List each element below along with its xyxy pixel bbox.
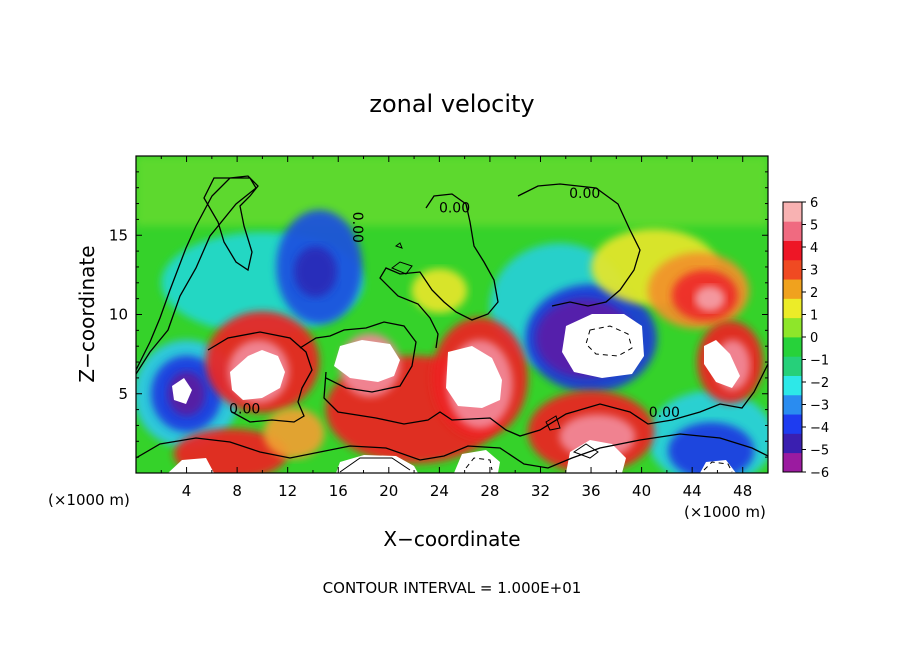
dashed-contour-bottom-far-right (703, 461, 733, 473)
x-tick-label-11: 48 (733, 482, 752, 500)
field-core-bottom-far-right (700, 460, 736, 473)
contour-label-0: 0.00 (349, 212, 365, 243)
colorbar-swatch-7 (783, 317, 802, 338)
colorbar-swatch-0 (783, 452, 802, 473)
field-core-bottom-mid (454, 450, 500, 473)
zero-contour-main (136, 175, 259, 375)
contour-label-2: 0.00 (569, 186, 600, 202)
zero-contour-bottom (136, 433, 768, 469)
colorbar-swatch-10 (783, 259, 802, 280)
colorbar-label-1: 5 (810, 219, 818, 234)
colorbar: 6 5 4 3 2 1 0 −1 −2 −3 −4 −5 −6 (782, 196, 829, 481)
y-tick-label-0: 5 (118, 385, 128, 403)
thin-contour-bottom-center (339, 457, 411, 473)
colorbar-swatch-2 (783, 414, 802, 434)
zero-contour-ring-low (207, 331, 313, 423)
colorbar-swatch-8 (783, 298, 802, 319)
colorbar-label-2: 4 (810, 241, 818, 256)
zero-contour-upper-right (517, 183, 641, 307)
colorbar-swatch-4 (783, 375, 802, 396)
y-axis-ticks: 5 10 15 (109, 171, 768, 458)
x-tick-label-3: 16 (329, 482, 348, 500)
contour-label-3: 0.00 (229, 402, 260, 418)
x-tick-label-5: 24 (430, 482, 449, 500)
x-tick-label-2: 12 (278, 482, 297, 500)
colorbar-label-5: 1 (810, 309, 818, 324)
field-core-right-lobe (704, 340, 740, 388)
y-tick-label-1: 10 (109, 306, 128, 324)
contour-lines (136, 175, 768, 473)
field-core-right (562, 314, 644, 378)
colorbar-swatch-6 (783, 337, 802, 357)
x-tick-label-7: 32 (531, 482, 550, 500)
chart-title: zonal velocity (369, 90, 534, 118)
small-contour-a (391, 261, 413, 275)
colorbar-label-3: 3 (810, 264, 818, 279)
field-core-bottom-right (566, 440, 626, 473)
x-tick-label-10: 44 (683, 482, 702, 500)
x-axis-label: X−coordinate (383, 527, 520, 551)
colorbar-swatch-12 (783, 221, 802, 241)
zero-contour-left-lobe (299, 321, 417, 393)
colorbar-label-7: −1 (810, 354, 829, 369)
x-tick-label-1: 8 (232, 482, 242, 500)
x-tick-label-9: 40 (632, 482, 651, 500)
x-tick-label-8: 36 (581, 482, 600, 500)
velocity-field (136, 156, 768, 473)
x-tick-label-4: 20 (379, 482, 398, 500)
field-core-left (230, 350, 285, 400)
field-core-bottom-left (168, 458, 214, 473)
zero-contour-upper-center (379, 193, 499, 349)
y-tick-label-2: 15 (109, 226, 128, 244)
field-core-lower-left (172, 378, 192, 404)
contour-interval-note: CONTOUR INTERVAL = 1.000E+01 (323, 579, 582, 597)
colorbar-label-11: −5 (810, 444, 829, 459)
colorbar-label-9: −3 (810, 399, 829, 414)
colorbar-swatch-5 (783, 356, 802, 376)
dashed-contour-bottom-mid (465, 457, 493, 471)
colorbar-label-4: 2 (810, 286, 818, 301)
field-orange-left-lower (263, 408, 325, 459)
x-unit-right: (×1000 m) (684, 503, 766, 521)
x-axis-ticks: 4 8 12 16 20 24 28 32 36 40 44 48 (160, 156, 752, 500)
colorbar-label-6: 0 (810, 331, 818, 346)
colorbar-swatch-13 (783, 202, 802, 222)
field-core-bottom-center (336, 455, 418, 473)
field-pink-upper-right (694, 285, 726, 312)
colorbar-label-10: −4 (810, 421, 829, 436)
x-tick-label-0: 4 (182, 482, 192, 500)
thin-contour-bottom-right (572, 443, 599, 459)
small-contour-b (394, 242, 403, 249)
zero-contour-center (323, 363, 768, 437)
small-contour-c (545, 415, 561, 431)
colorbar-swatch-11 (783, 240, 802, 261)
colorbar-label-8: −2 (810, 376, 829, 391)
colorbar-swatch-9 (783, 279, 802, 299)
field-core-center (446, 346, 502, 408)
contour-labels: 0.00 0.00 0.00 0.00 0.00 (229, 186, 680, 421)
contour-label-4: 0.00 (649, 405, 680, 421)
contour-label-1: 0.00 (439, 200, 470, 216)
colorbar-label-0: 6 (810, 196, 818, 211)
colorbar-label-12: −6 (810, 466, 829, 481)
x-unit-left: (×1000 m) (48, 491, 130, 509)
field-blue-core-deep (294, 246, 337, 298)
y-axis-label: Z−coordinate (75, 245, 99, 382)
colorbar-swatch-1 (783, 433, 802, 454)
colorbar-swatch-3 (783, 394, 802, 415)
field-core-center-left (334, 340, 400, 382)
x-tick-label-6: 28 (480, 482, 499, 500)
